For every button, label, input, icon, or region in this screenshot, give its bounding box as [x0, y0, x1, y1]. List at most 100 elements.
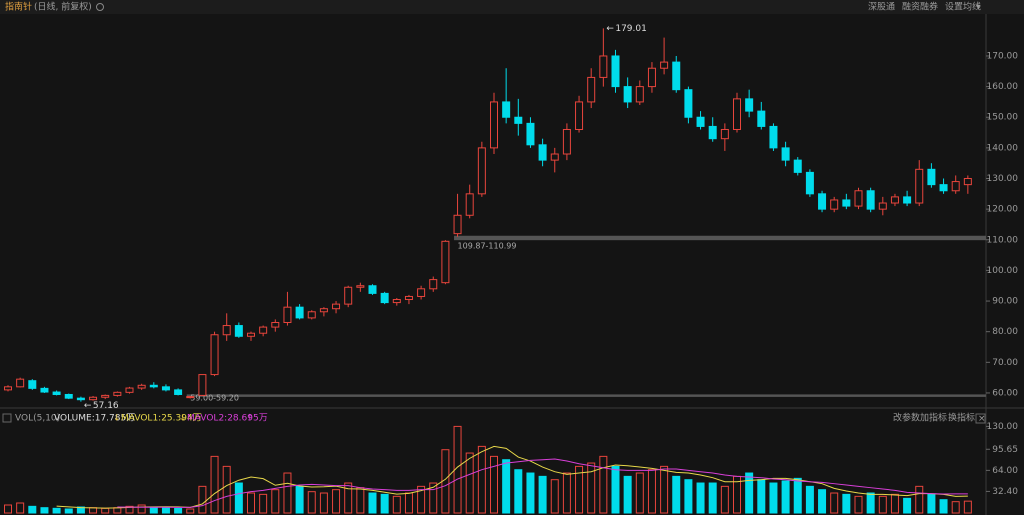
gap-band	[454, 235, 986, 241]
candle-body	[4, 386, 12, 391]
close-button[interactable]	[975, 413, 986, 424]
candle-body	[332, 303, 341, 310]
trend-arrow: ↑	[246, 414, 254, 424]
candle-body	[757, 110, 766, 127]
volume-bar	[417, 485, 426, 514]
candle-body	[939, 184, 948, 192]
candle-body	[611, 55, 620, 88]
volume-bar	[307, 491, 316, 514]
y-tick-label: 130.00	[987, 174, 1019, 184]
volume-bar	[210, 455, 219, 514]
dropdown-arrow[interactable]: ▾	[976, 3, 981, 13]
candle-body	[538, 144, 547, 161]
volume-bar	[963, 500, 972, 514]
ma-line	[56, 445, 968, 509]
candle-body	[599, 55, 608, 78]
volume-bar	[599, 455, 608, 514]
candle-body	[259, 326, 268, 334]
volume-bar	[137, 504, 146, 514]
volume-bar	[247, 492, 255, 514]
candle-body	[903, 196, 912, 204]
top-link[interactable]: 设置均线	[945, 1, 981, 13]
candle-body	[951, 181, 960, 192]
volume-bar	[720, 485, 729, 514]
candle-body	[526, 122, 535, 146]
candle-body	[380, 292, 389, 304]
volume-bar	[951, 501, 960, 514]
volume-bar	[490, 455, 498, 514]
indicator-name: VOL(5,10)	[15, 414, 60, 424]
y-tick-label: 160.00	[987, 82, 1019, 92]
max-arrow: ←	[606, 24, 614, 34]
volume-bar	[502, 459, 511, 514]
candle-body	[40, 387, 49, 393]
volume-bar	[319, 492, 328, 514]
candle-body	[319, 308, 328, 313]
candle-body	[684, 89, 693, 118]
y-tick-label: 170.00	[987, 51, 1019, 61]
candle-body	[720, 128, 729, 140]
candle-body	[247, 332, 255, 337]
y-tick-label: 64.00	[992, 466, 1018, 476]
volume-bar	[89, 507, 98, 514]
volume-bar	[198, 485, 207, 514]
help-icon[interactable]	[2, 413, 12, 423]
volume-bar	[76, 506, 85, 514]
top-link[interactable]: 深股通	[868, 2, 895, 13]
volume-bar	[125, 505, 134, 514]
candle-body	[392, 299, 401, 304]
volume-bar	[101, 507, 110, 514]
volume-bar	[842, 493, 851, 514]
candle-body	[16, 378, 25, 388]
indicator-button[interactable]: 换指标	[948, 412, 975, 424]
volume-bar	[878, 495, 887, 514]
candle-body	[174, 389, 183, 395]
y-tick-label: 70.00	[992, 358, 1018, 368]
candle-body	[64, 393, 73, 399]
volume-bar	[903, 497, 912, 514]
indicator-button[interactable]: 加指标	[920, 412, 947, 424]
candle-body	[453, 214, 462, 235]
candle-body	[890, 196, 899, 204]
legend-entry: MAVOL1:25.394万	[121, 414, 202, 424]
close-icon[interactable]: ×	[978, 414, 986, 424]
volume-bar	[611, 465, 620, 514]
candle-body	[186, 396, 195, 399]
candle-body	[441, 240, 450, 284]
candle-body	[125, 387, 134, 393]
indicator-button[interactable]: 改参数	[893, 412, 920, 424]
candle-body	[429, 279, 438, 290]
volume-bar	[915, 485, 924, 514]
volume-value: VOLUME:17.785万	[54, 414, 135, 424]
y-tick-label: 90.00	[992, 297, 1018, 307]
volume-bar	[562, 472, 571, 514]
y-tick-label: 150.00	[987, 113, 1019, 123]
candle-body	[344, 286, 353, 305]
candle-body	[222, 325, 231, 336]
volume-bar	[222, 465, 231, 514]
top-link[interactable]: 融资融券	[902, 1, 938, 13]
candle-body	[477, 147, 486, 195]
candle-body	[76, 397, 85, 401]
y-tick-label: 110.00	[987, 235, 1019, 245]
volume-bar	[40, 507, 49, 514]
candle-body	[271, 321, 280, 328]
volume-bar	[526, 472, 535, 514]
volume-bar	[368, 492, 377, 514]
candle-body	[805, 171, 814, 195]
candle-body	[562, 128, 571, 155]
candle-body	[198, 374, 207, 396]
candle-body	[927, 168, 936, 186]
y-tick-label: 32.40	[992, 487, 1018, 497]
trend-arrow: ↓	[179, 414, 187, 424]
volume-bar	[283, 472, 292, 514]
min-label: 57.16	[93, 401, 119, 411]
settings-icon[interactable]	[96, 3, 104, 11]
volume-bar	[696, 482, 705, 514]
volume-bar	[64, 508, 73, 514]
candle-body	[854, 190, 863, 207]
trend-arrow: ↓	[113, 414, 121, 424]
candle-body	[866, 190, 875, 210]
volume-bar	[805, 485, 814, 514]
